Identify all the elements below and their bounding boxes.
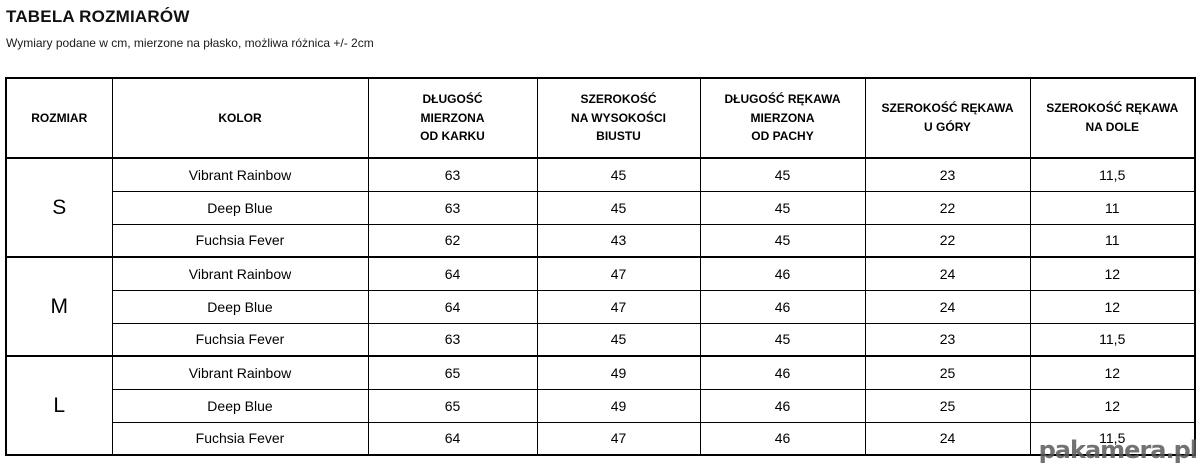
header-row: ROZMIAR KOLOR DŁUGOŚĆ MIERZONA OD KARKU … bbox=[5, 77, 1196, 159]
value-cell: 11,5 bbox=[1029, 421, 1196, 456]
color-cell: Vibrant Rainbow bbox=[111, 256, 369, 291]
table-row: Deep Blue 65 49 46 25 12 bbox=[6, 388, 1196, 423]
value-cell: 23 bbox=[864, 157, 1031, 192]
value-cell: 45 bbox=[699, 322, 866, 357]
value-cell: 47 bbox=[536, 289, 701, 324]
value-cell: 47 bbox=[536, 421, 701, 456]
header-szerokosc-rekawa-dol: SZEROKOŚĆ RĘKAWA NA DOLE bbox=[1029, 77, 1196, 159]
value-cell: 12 bbox=[1029, 256, 1196, 291]
value-cell: 64 bbox=[367, 289, 538, 324]
color-cell: Deep Blue bbox=[111, 190, 369, 225]
value-cell: 12 bbox=[1029, 289, 1196, 324]
value-cell: 65 bbox=[367, 355, 538, 390]
value-cell: 45 bbox=[536, 190, 701, 225]
header-szerokosc-biustu: SZEROKOŚĆ NA WYSOKOŚCI BIUSTU bbox=[536, 77, 701, 159]
color-cell: Fuchsia Fever bbox=[111, 322, 369, 357]
header-kolor: KOLOR bbox=[111, 77, 369, 159]
value-cell: 47 bbox=[536, 256, 701, 291]
page-subtitle: Wymiary podane w cm, mierzone na płasko,… bbox=[6, 36, 374, 50]
header-dlugosc-od-karku: DŁUGOŚĆ MIERZONA OD KARKU bbox=[367, 77, 538, 159]
value-cell: 43 bbox=[536, 223, 701, 258]
color-cell: Vibrant Rainbow bbox=[111, 157, 369, 192]
value-cell: 64 bbox=[367, 421, 538, 456]
table-row: Deep Blue 63 45 45 22 11 bbox=[6, 190, 1196, 225]
table-row: S Vibrant Rainbow 63 45 45 23 11,5 bbox=[5, 157, 1196, 258]
color-cell: Deep Blue bbox=[111, 289, 369, 324]
value-cell: 63 bbox=[367, 322, 538, 357]
table-row: M Vibrant Rainbow 64 47 46 24 12 bbox=[5, 256, 1196, 357]
table-row: L Vibrant Rainbow 65 49 46 25 12 bbox=[5, 355, 1196, 456]
page-title: TABELA ROZMIARÓW bbox=[6, 7, 190, 26]
value-cell: 24 bbox=[864, 289, 1031, 324]
value-cell: 23 bbox=[864, 322, 1031, 357]
table-row: Fuchsia Fever 62 43 45 22 11 bbox=[6, 223, 1196, 258]
color-cell: Fuchsia Fever bbox=[111, 223, 369, 258]
color-cell: Fuchsia Fever bbox=[111, 421, 369, 456]
size-label-m: M bbox=[5, 256, 113, 357]
color-cell: Deep Blue bbox=[111, 388, 369, 423]
value-cell: 25 bbox=[864, 388, 1031, 423]
value-cell: 45 bbox=[699, 190, 866, 225]
value-cell: 46 bbox=[699, 256, 866, 291]
value-cell: 12 bbox=[1029, 388, 1196, 423]
table-row: Fuchsia Fever 64 47 46 24 11,5 bbox=[6, 421, 1196, 456]
table-row: Deep Blue 64 47 46 24 12 bbox=[6, 289, 1196, 324]
size-label-l: L bbox=[5, 355, 113, 456]
value-cell: 46 bbox=[699, 355, 866, 390]
table-row: Fuchsia Fever 63 45 45 23 11,5 bbox=[6, 322, 1196, 357]
value-cell: 45 bbox=[536, 157, 701, 192]
value-cell: 22 bbox=[864, 190, 1031, 225]
value-cell: 12 bbox=[1029, 355, 1196, 390]
value-cell: 11 bbox=[1029, 223, 1196, 258]
value-cell: 45 bbox=[699, 223, 866, 258]
value-cell: 46 bbox=[699, 421, 866, 456]
value-cell: 46 bbox=[699, 388, 866, 423]
value-cell: 45 bbox=[699, 157, 866, 192]
value-cell: 24 bbox=[864, 421, 1031, 456]
header-rozmiar: ROZMIAR bbox=[5, 77, 113, 159]
value-cell: 22 bbox=[864, 223, 1031, 258]
size-label-s: S bbox=[5, 157, 113, 258]
value-cell: 63 bbox=[367, 190, 538, 225]
value-cell: 11,5 bbox=[1029, 322, 1196, 357]
value-cell: 49 bbox=[536, 355, 701, 390]
header-dlugosc-rekawa: DŁUGOŚĆ RĘKAWA MIERZONA OD PACHY bbox=[699, 77, 866, 159]
value-cell: 45 bbox=[536, 322, 701, 357]
value-cell: 64 bbox=[367, 256, 538, 291]
value-cell: 49 bbox=[536, 388, 701, 423]
value-cell: 65 bbox=[367, 388, 538, 423]
value-cell: 25 bbox=[864, 355, 1031, 390]
header-szerokosc-rekawa-gora: SZEROKOŚĆ RĘKAWA U GÓRY bbox=[864, 77, 1031, 159]
value-cell: 24 bbox=[864, 256, 1031, 291]
value-cell: 46 bbox=[699, 289, 866, 324]
size-table: ROZMIAR KOLOR DŁUGOŚĆ MIERZONA OD KARKU … bbox=[5, 77, 1196, 456]
value-cell: 62 bbox=[367, 223, 538, 258]
value-cell: 11,5 bbox=[1029, 157, 1196, 192]
value-cell: 63 bbox=[367, 157, 538, 192]
value-cell: 11 bbox=[1029, 190, 1196, 225]
color-cell: Vibrant Rainbow bbox=[111, 355, 369, 390]
